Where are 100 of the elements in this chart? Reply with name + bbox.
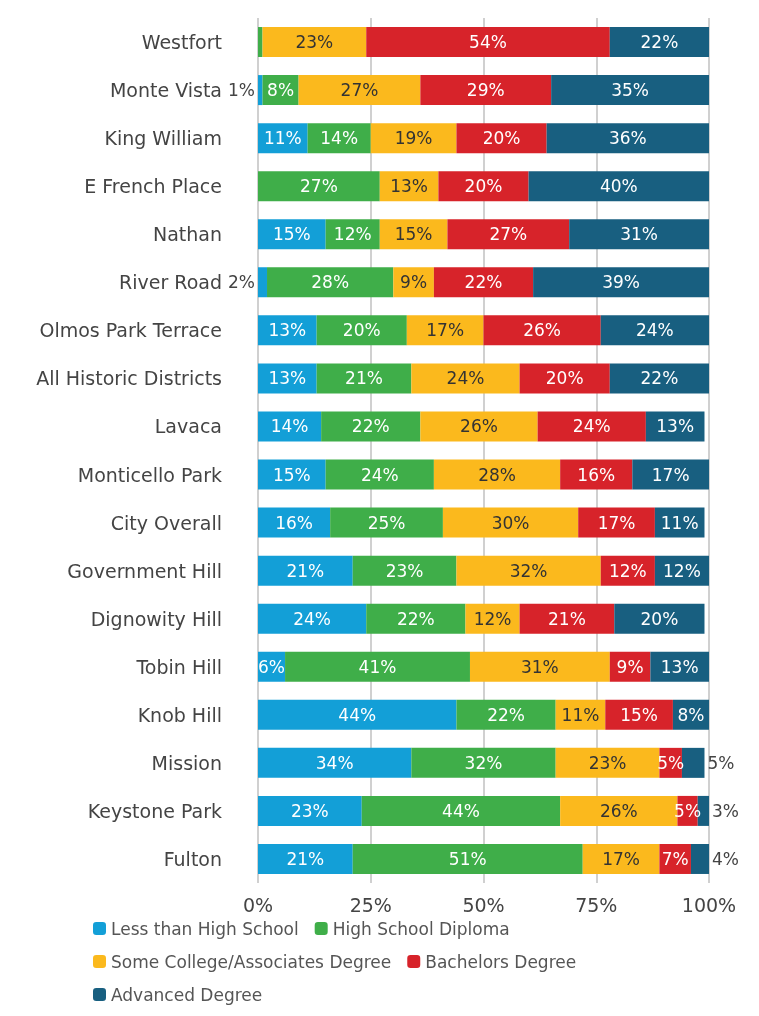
data-label: 13% [660, 656, 699, 677]
data-label: 11% [561, 704, 600, 725]
y-tick-label: Keystone Park [87, 799, 222, 822]
data-label: 13% [268, 368, 307, 389]
legend-label: Some College/Associates Degree [111, 951, 392, 972]
bar [578, 507, 655, 538]
data-label: 32% [509, 560, 548, 581]
bar [258, 843, 353, 874]
data-label: 11% [263, 128, 302, 149]
data-label: 20% [342, 320, 381, 341]
data-label: 31% [620, 224, 658, 245]
data-label: 20% [482, 128, 521, 149]
y-tick-label: Tobin Hill [135, 655, 222, 678]
bar [456, 555, 601, 586]
data-label: 12% [663, 560, 701, 581]
data-label: 9% [616, 656, 644, 677]
data-label: 14% [270, 416, 309, 437]
bar [456, 123, 547, 154]
data-label: 15% [620, 704, 658, 725]
data-label: 22% [351, 416, 390, 437]
x-tick-label: 50% [462, 893, 505, 916]
bar [366, 603, 466, 634]
data-label: 15% [394, 224, 433, 245]
x-tick-label: 100% [681, 893, 737, 916]
data-label: 34% [315, 752, 354, 773]
y-tick-label: Nathan [152, 223, 222, 246]
bar [258, 555, 353, 586]
bar [632, 459, 709, 490]
data-label: 14% [320, 128, 359, 149]
y-tick-label: King William [104, 127, 222, 150]
x-tick-label: 0% [242, 893, 274, 916]
data-label: 21% [345, 368, 383, 389]
data-label: 26% [523, 320, 562, 341]
data-label: 22% [640, 32, 679, 53]
y-tick-label: River Road [119, 271, 222, 294]
data-label: 27% [340, 80, 379, 101]
bar [609, 363, 709, 394]
bar [366, 27, 610, 58]
data-label: 1% [228, 80, 255, 101]
data-label: 13% [390, 176, 428, 197]
data-label: 9% [400, 272, 428, 293]
bar [533, 267, 709, 298]
data-label: 23% [290, 800, 329, 821]
data-label: 16% [577, 464, 616, 485]
data-label: 20% [464, 176, 503, 197]
data-label: 22% [487, 704, 525, 725]
bar [546, 123, 709, 154]
data-label: 20% [545, 368, 584, 389]
data-label: 6% [258, 656, 286, 677]
bar [456, 699, 556, 730]
bar [361, 795, 561, 826]
bar [420, 75, 552, 106]
bar [352, 555, 457, 586]
data-label: 30% [491, 512, 530, 533]
data-label: 24% [572, 416, 611, 437]
bar [519, 363, 610, 394]
x-tick-label: 75% [575, 893, 618, 916]
bar [519, 603, 615, 634]
y-tick-label: E French Place [84, 175, 222, 198]
bar [438, 171, 529, 202]
bar [321, 411, 421, 442]
bar [258, 171, 380, 202]
y-tick-label: Monticello Park [77, 463, 222, 486]
y-tick-label: City Overall [110, 511, 222, 534]
bar [411, 363, 520, 394]
bar [406, 315, 484, 346]
data-label: 3% [712, 800, 739, 821]
data-label: 12% [473, 608, 512, 629]
data-label: 13% [268, 320, 307, 341]
y-tick-label: Government Hill [67, 559, 222, 582]
bar [258, 699, 457, 730]
legend-label: High School Diploma [332, 918, 510, 939]
legend-label: Bachelors Degree [425, 951, 577, 972]
data-label: 16% [275, 512, 313, 533]
legend-label: Advanced Degree [111, 984, 263, 1005]
y-tick-label: Olmos Park Terrace [39, 319, 222, 342]
data-label: 8% [677, 704, 705, 725]
data-label: 12% [608, 560, 647, 581]
data-label: 24% [635, 320, 674, 341]
bar [420, 411, 538, 442]
data-label: 40% [599, 176, 638, 197]
bar [447, 219, 570, 250]
bar [600, 315, 709, 346]
data-label: 32% [464, 752, 503, 773]
bar [285, 651, 470, 682]
data-label: 8% [267, 80, 295, 101]
bar [469, 651, 610, 682]
data-label: 26% [599, 800, 638, 821]
bar [551, 75, 709, 106]
bar [258, 75, 263, 106]
y-tick-label: Knob Hill [137, 703, 222, 726]
data-label: 17% [602, 848, 640, 869]
data-label: 54% [469, 32, 507, 53]
data-label: 27% [489, 224, 528, 245]
data-label: 12% [333, 224, 372, 245]
data-label: 25% [367, 512, 406, 533]
data-label: 29% [466, 80, 505, 101]
bar [569, 219, 709, 250]
data-label: 23% [385, 560, 424, 581]
data-label: 4% [712, 848, 739, 869]
